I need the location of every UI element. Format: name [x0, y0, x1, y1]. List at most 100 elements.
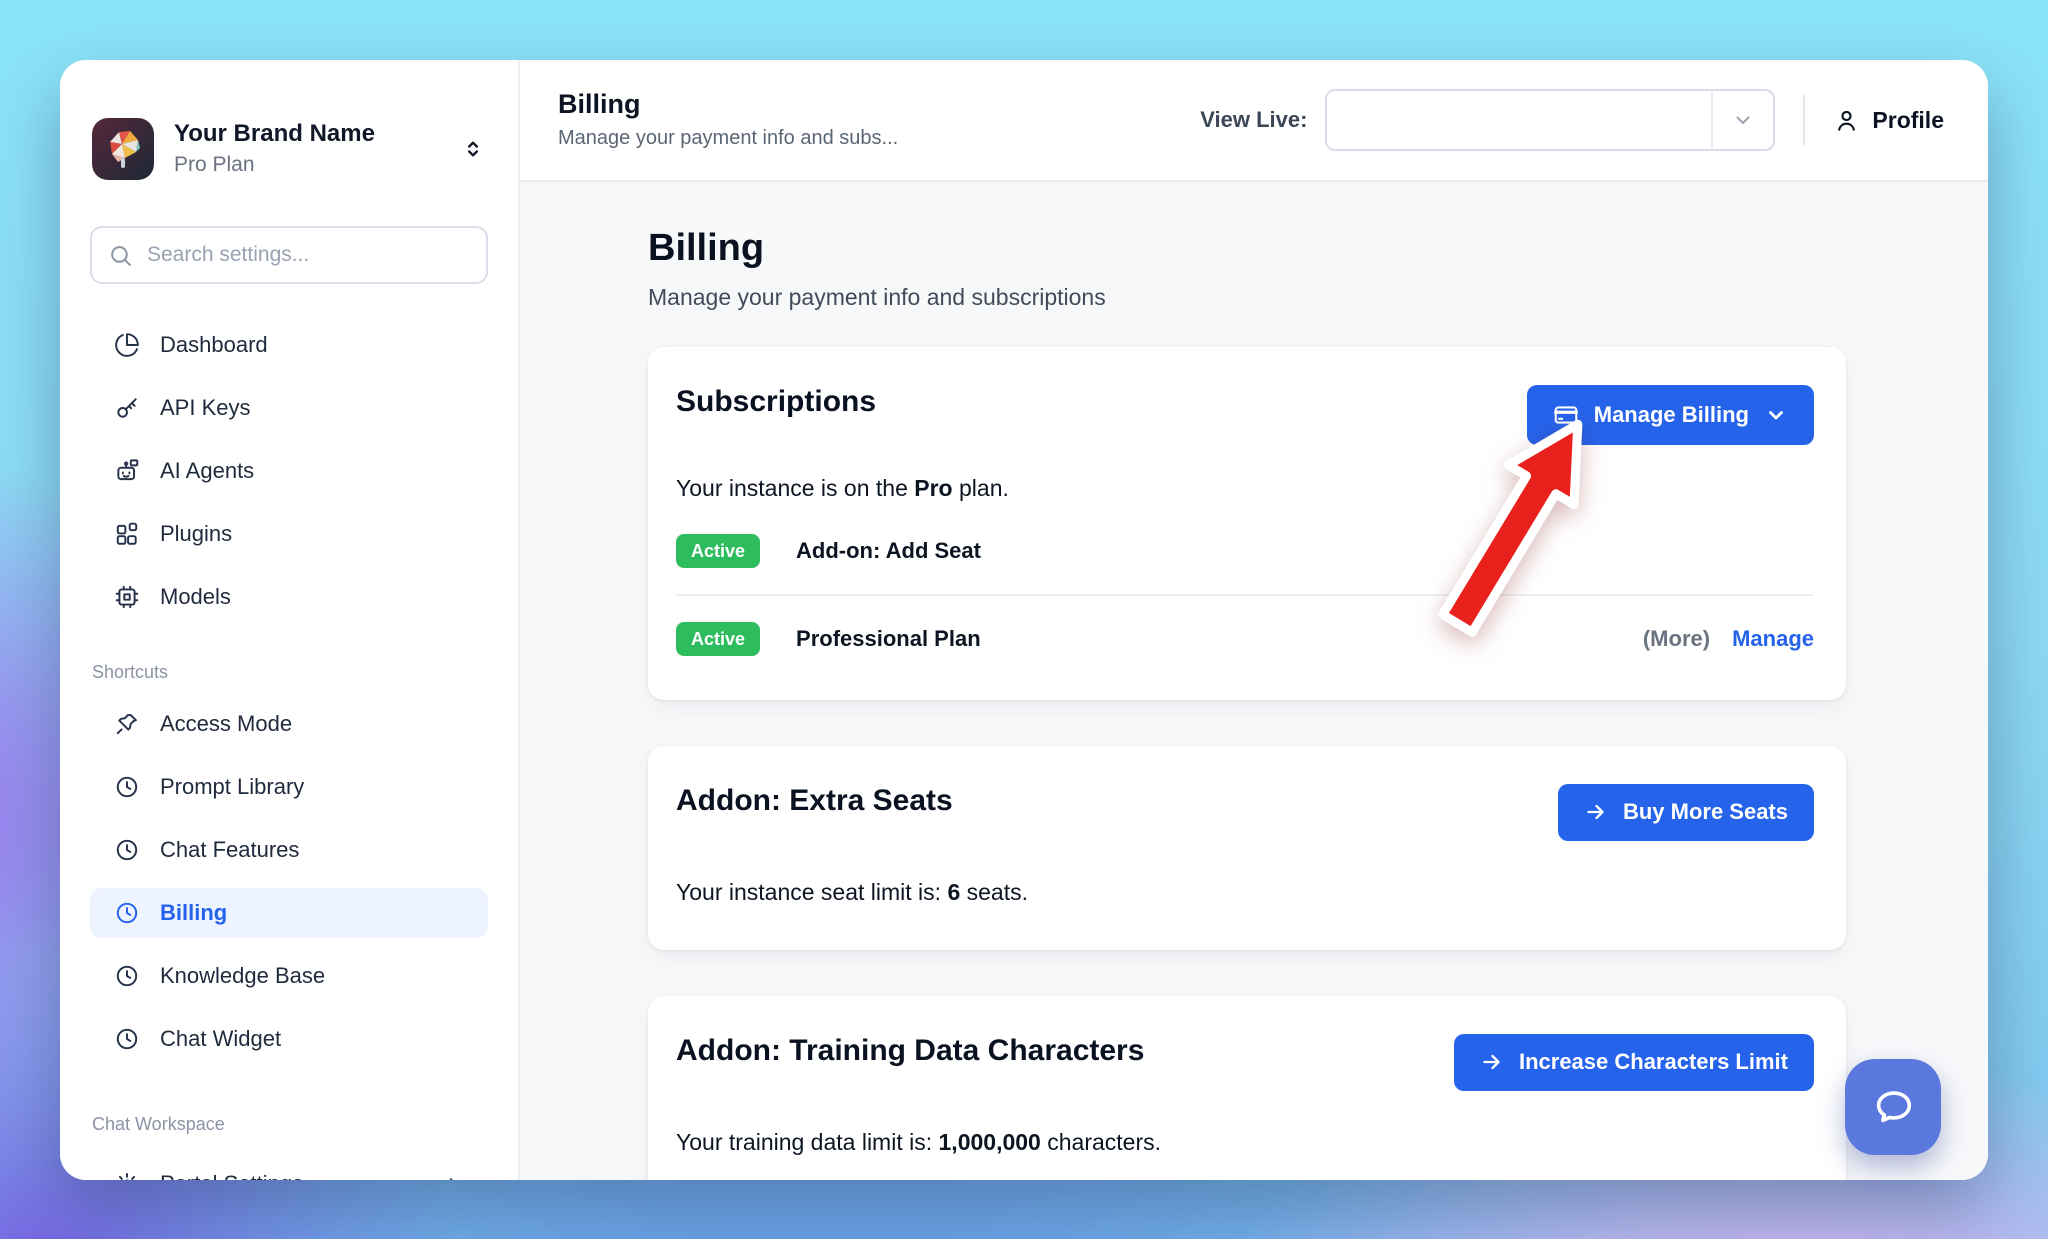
topbar-actions: View Live:	[1200, 89, 1944, 151]
view-live-select[interactable]	[1325, 89, 1776, 151]
plan-text-suffix: plan.	[959, 474, 1009, 501]
sidebar-shortcuts-nav: Access Mode Prompt Library	[90, 699, 488, 1064]
sidebar-item-models[interactable]: Models	[90, 572, 488, 622]
sidebar-item-access-mode[interactable]: Access Mode	[90, 699, 488, 749]
chat-workspace-section-label: Chat Workspace	[92, 1114, 225, 1134]
current-plan-text: Your instance is on the Pro plan.	[676, 475, 1814, 502]
brand-name: Your Brand Name	[174, 119, 375, 147]
chat-launcher-button[interactable]	[1845, 1059, 1941, 1155]
shortcuts-section-label: Shortcuts	[92, 662, 169, 682]
buy-more-seats-button[interactable]: Buy More Seats	[1557, 783, 1814, 841]
sidebar-item-chat-widget[interactable]: Chat Widget	[90, 1014, 488, 1064]
plan-name: Pro	[914, 474, 953, 501]
extra-seats-card: Addon: Extra Seats Buy More Seats Your i…	[648, 745, 1846, 950]
status-badge: Active	[676, 533, 761, 568]
red-arrow-annotation	[1424, 409, 1596, 652]
subscription-name: Add-on: Add Seat	[796, 537, 981, 563]
pin-icon	[114, 711, 140, 737]
sidebar-item-label: Chat Features	[160, 837, 300, 862]
chevron-down-icon	[1764, 403, 1788, 427]
page-title: Billing	[648, 227, 765, 269]
seat-limit-suffix: seats.	[966, 878, 1029, 905]
cpu-chip-icon	[114, 584, 140, 610]
view-live-label: View Live:	[1200, 107, 1308, 132]
profile-button[interactable]: Profile	[1833, 107, 1944, 134]
profile-label: Profile	[1872, 106, 1944, 133]
training-limit-prefix: Your training data limit is:	[676, 1128, 933, 1155]
plan-text-prefix: Your instance is on the	[676, 474, 908, 501]
credit-card-icon	[1553, 402, 1579, 428]
clock-icon	[114, 963, 140, 989]
clock-icon	[114, 837, 140, 863]
subscription-name: Professional Plan	[796, 625, 981, 651]
arrow-right-icon	[1584, 800, 1608, 824]
sidebar-item-label: Knowledge Base	[160, 963, 326, 988]
more-label: (More)	[1642, 625, 1711, 651]
seat-limit-value: 6	[947, 878, 961, 905]
sidebar: Your Brand Name Pro Plan	[60, 60, 520, 1180]
subscriptions-card-title: Subscriptions	[676, 384, 877, 418]
topbar: Billing Manage your payment info and sub…	[520, 60, 1988, 180]
sidebar-item-label: AI Agents	[160, 458, 255, 483]
arrow-right-icon	[1480, 1050, 1504, 1074]
sidebar-item-portal-settings[interactable]: Portal Settings	[90, 1159, 488, 1180]
training-limit-suffix: characters.	[1047, 1128, 1161, 1155]
buy-more-seats-label: Buy More Seats	[1622, 799, 1788, 825]
brand-logo	[92, 118, 154, 180]
clock-icon	[114, 1026, 140, 1052]
brand-plan: Pro Plan	[174, 153, 255, 177]
sidebar-item-label: Billing	[160, 900, 228, 925]
clock-icon	[114, 900, 140, 926]
app-window: Your Brand Name Pro Plan	[60, 60, 1988, 1180]
sidebar-item-label: Portal Settings	[160, 1171, 303, 1180]
status-badge: Active	[676, 621, 761, 656]
sidebar-item-billing[interactable]: Billing	[90, 888, 488, 938]
main-area: Billing Manage your payment info and sub…	[520, 60, 1988, 1180]
sidebar-item-plugins[interactable]: Plugins	[90, 509, 488, 559]
search-icon	[108, 243, 133, 268]
training-data-card: Addon: Training Data Characters Increase…	[648, 995, 1846, 1180]
subscriptions-card: Subscriptions Manage Billing	[648, 346, 1846, 700]
person-icon	[1833, 107, 1860, 134]
sidebar-item-ai-agents[interactable]: AI Agents	[90, 446, 488, 496]
subscription-row: Active Add-on: Add Seat	[676, 533, 1814, 568]
chat-bubble-icon	[1870, 1084, 1916, 1130]
training-limit-text: Your training data limit is: 1,000,000 c…	[676, 1129, 1814, 1156]
training-limit-value: 1,000,000	[938, 1128, 1041, 1155]
topbar-divider	[1803, 95, 1806, 145]
sidebar-item-api-keys[interactable]: API Keys	[90, 383, 488, 433]
workspace-switcher[interactable]: Your Brand Name Pro Plan	[90, 118, 488, 180]
search-settings-input[interactable]	[145, 242, 470, 268]
sidebar-item-dashboard[interactable]: Dashboard	[90, 320, 488, 370]
increase-characters-limit-button[interactable]: Increase Characters Limit	[1453, 1033, 1814, 1091]
sidebar-item-label: Prompt Library	[160, 774, 305, 799]
training-data-card-title: Addon: Training Data Characters	[676, 1033, 1145, 1067]
topbar-title: Billing	[558, 88, 641, 119]
sidebar-item-chat-features[interactable]: Chat Features	[90, 825, 488, 875]
sidebar-item-label: Access Mode	[160, 711, 293, 736]
sidebar-item-knowledge-base[interactable]: Knowledge Base	[90, 951, 488, 1001]
sidebar-item-label: Dashboard	[160, 332, 268, 357]
row-divider	[676, 593, 1814, 596]
sidebar-item-label: Plugins	[160, 521, 233, 546]
pie-chart-icon	[114, 332, 140, 358]
clock-icon	[114, 774, 140, 800]
manage-link[interactable]: Manage	[1732, 625, 1814, 651]
view-live-select-value	[1327, 91, 1711, 149]
search-settings-box	[90, 226, 488, 284]
extra-seats-card-title: Addon: Extra Seats	[676, 783, 953, 817]
topbar-title-block: Billing Manage your payment info and sub…	[558, 88, 898, 151]
increase-characters-limit-label: Increase Characters Limit	[1518, 1049, 1788, 1075]
robot-icon	[114, 458, 140, 484]
sidebar-item-label: Models	[160, 584, 231, 609]
subscription-row: Active Professional Plan (More) Manage	[676, 621, 1814, 656]
chevron-down-icon	[1711, 91, 1773, 149]
sidebar-item-prompt-library[interactable]: Prompt Library	[90, 762, 488, 812]
manage-billing-label: Manage Billing	[1593, 401, 1749, 427]
gear-icon	[114, 1171, 140, 1180]
manage-billing-button[interactable]: Manage Billing	[1526, 384, 1814, 445]
unfold-icon	[460, 136, 486, 162]
page-subtitle: Manage your payment info and subscriptio…	[648, 283, 1106, 310]
plugins-grid-icon	[114, 521, 140, 547]
